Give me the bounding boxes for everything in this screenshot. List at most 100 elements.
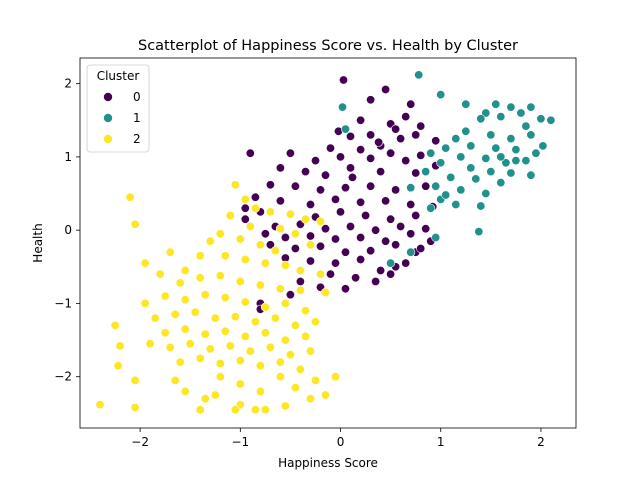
scatter-point: [250, 317, 260, 327]
scatter-point: [461, 99, 471, 109]
legend-label: 2: [133, 132, 141, 146]
scatter-point: [205, 344, 215, 354]
scatter-point: [280, 233, 290, 243]
scatter-point: [285, 350, 295, 360]
scatter-point: [240, 194, 250, 204]
scatter-point: [155, 269, 165, 279]
scatter-point: [295, 276, 305, 286]
scatter-point: [491, 143, 501, 153]
scatter-point: [310, 317, 320, 327]
scatter-point: [215, 358, 225, 368]
scatter-point: [110, 320, 120, 330]
scatter-point: [386, 214, 396, 224]
scatter-point: [240, 331, 250, 341]
scatter-point: [401, 112, 411, 122]
scatter-point: [356, 233, 366, 243]
legend-marker: [103, 92, 113, 102]
scatter-point: [170, 375, 180, 385]
x-tick-label: −2: [131, 435, 149, 449]
scatter-point: [145, 339, 155, 349]
scatter-point: [240, 297, 250, 307]
scatter-point: [305, 346, 315, 356]
scatter-point: [315, 241, 325, 251]
scatter-point: [340, 183, 350, 193]
scatter-point: [476, 114, 486, 124]
scatter-point: [180, 386, 190, 396]
scatter-point: [275, 357, 285, 367]
scatter-point: [406, 247, 416, 257]
y-tick-label: −2: [54, 370, 72, 384]
series-cluster-1: [337, 70, 556, 268]
scatter-point: [406, 200, 416, 210]
scatter-point: [285, 290, 295, 300]
scatter-point: [300, 331, 310, 341]
scatter-point: [175, 357, 185, 367]
scatter-point: [315, 185, 325, 195]
scatter-point: [436, 158, 446, 168]
y-tick-label: 0: [64, 223, 72, 237]
scatter-point: [235, 276, 245, 286]
scatter-point: [386, 269, 396, 279]
scatter-point: [250, 405, 260, 415]
x-tick-label: −1: [231, 435, 249, 449]
scatter-point: [526, 102, 536, 112]
legend-marker: [103, 113, 113, 123]
scatter-point: [396, 134, 406, 144]
scatter-point: [260, 229, 270, 239]
scatter-point: [320, 390, 330, 400]
x-tick-label: 0: [337, 435, 345, 449]
scatter-point: [230, 180, 240, 190]
scatter-point: [396, 222, 406, 232]
scatter-point: [330, 372, 340, 382]
scatter-point: [180, 295, 190, 305]
scatter-point: [250, 192, 260, 202]
scatter-point: [295, 265, 305, 275]
legend-title: Cluster: [97, 69, 140, 83]
scatter-point: [310, 375, 320, 385]
scatter-point: [275, 224, 285, 234]
scatter-point: [361, 211, 371, 221]
scatter-point: [290, 229, 300, 239]
scatter-point: [220, 326, 230, 336]
scatter-point: [376, 167, 386, 177]
scatter-point: [431, 181, 441, 191]
scatter-point: [280, 260, 290, 270]
scatter-point: [130, 219, 140, 229]
scatter-point: [280, 298, 290, 308]
scatter-point: [305, 231, 315, 241]
scatter-point: [130, 375, 140, 385]
scatter-point: [140, 258, 150, 268]
scatter-point: [345, 222, 355, 232]
scatter-point: [245, 222, 255, 232]
legend-box: [86, 64, 150, 153]
scatter-point: [195, 405, 205, 415]
scatter-point: [210, 390, 220, 400]
scatter-point: [290, 320, 300, 330]
scatter-point: [260, 302, 270, 312]
scatter-point: [215, 372, 225, 382]
scatter-point: [511, 156, 521, 166]
scatter-point: [200, 329, 210, 339]
series-cluster-2: [95, 180, 340, 415]
scatter-point: [300, 214, 310, 224]
scatter-point: [496, 178, 506, 188]
y-tick-label: 2: [64, 77, 72, 91]
scatter-point: [275, 196, 285, 206]
scatter-point: [414, 70, 424, 80]
scatter-point: [411, 130, 421, 140]
legend-label: 0: [133, 90, 141, 104]
x-tick-label: 1: [437, 435, 445, 449]
scatter-point: [366, 181, 376, 191]
scatter-point: [366, 153, 376, 163]
scatter-point: [280, 401, 290, 411]
scatter-point: [456, 185, 466, 195]
scatter-point: [160, 291, 170, 301]
scatter-point: [521, 156, 531, 166]
scatter-point: [386, 148, 396, 158]
chart-title: Scatterplot of Happiness Score vs. Healt…: [138, 38, 518, 54]
scatter-point: [190, 307, 200, 317]
scatter-point: [113, 361, 123, 371]
scatter-point: [506, 134, 516, 144]
scatter-point: [506, 102, 516, 112]
